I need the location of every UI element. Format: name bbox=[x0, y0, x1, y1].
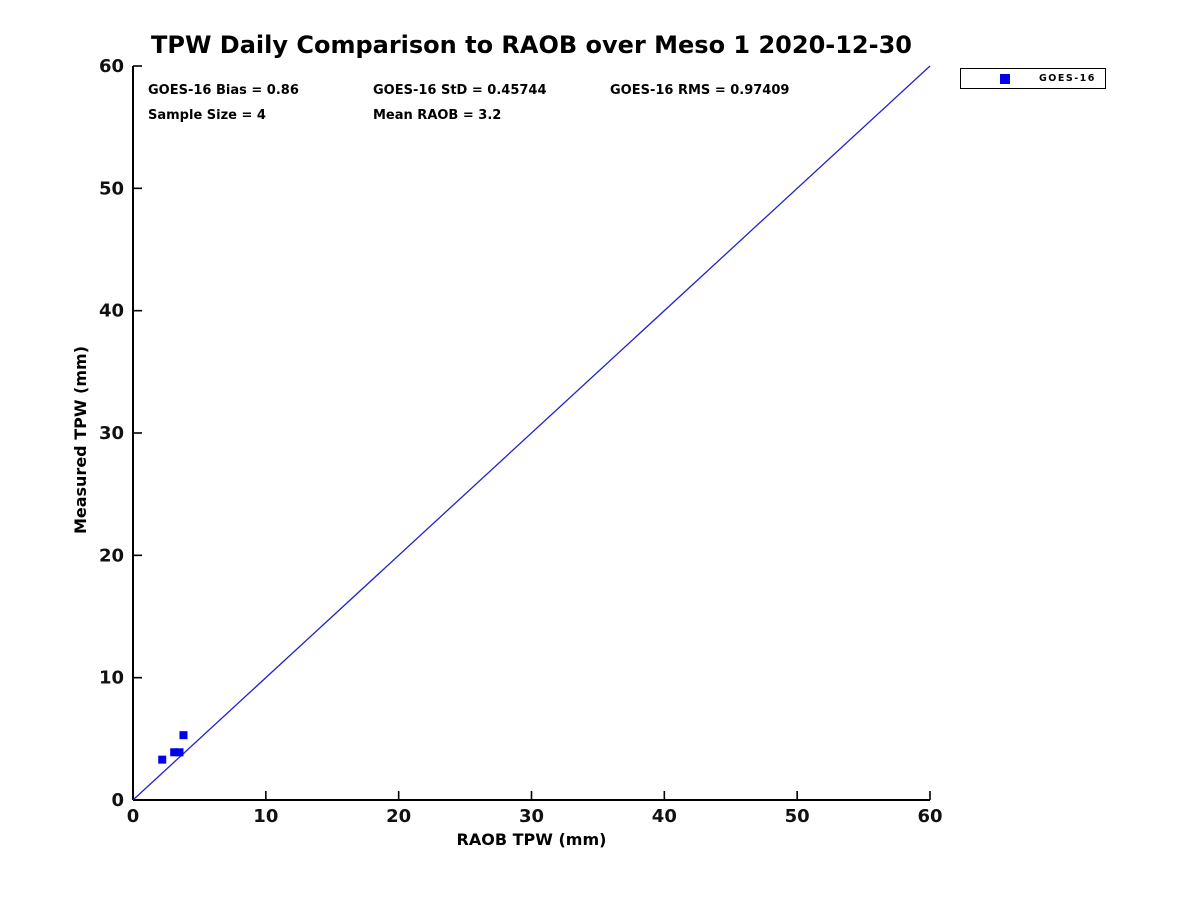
stat-rms: GOES-16 RMS = 0.97409 bbox=[610, 83, 790, 98]
x-axis-tick-label: 60 bbox=[917, 806, 942, 827]
data-point-marker bbox=[179, 731, 188, 740]
x-axis-label: RAOB TPW (mm) bbox=[456, 830, 607, 849]
legend-label: GOES-16 bbox=[1039, 73, 1096, 84]
legend-marker-square-icon bbox=[1000, 73, 1010, 84]
x-axis-tick-label: 50 bbox=[785, 806, 810, 827]
x-axis-tick-label: 20 bbox=[386, 806, 411, 827]
x-axis-tick-label: 10 bbox=[253, 806, 278, 827]
data-point-marker bbox=[170, 748, 179, 757]
x-axis-tick-label: 40 bbox=[652, 806, 677, 827]
y-axis-tick-label: 40 bbox=[99, 301, 124, 322]
legend: GOES-16 bbox=[960, 68, 1106, 89]
data-point-marker bbox=[175, 748, 184, 757]
y-axis-tick-label: 20 bbox=[99, 545, 124, 566]
y-axis-tick-label: 50 bbox=[99, 178, 124, 199]
stat-std: GOES-16 StD = 0.45744 bbox=[373, 83, 547, 98]
stat-sample-size: Sample Size = 4 bbox=[148, 108, 266, 123]
y-axis-tick-label: 30 bbox=[99, 423, 124, 444]
y-axis-label: Measured TPW (mm) bbox=[71, 345, 90, 535]
x-axis-tick-label: 0 bbox=[127, 806, 140, 827]
chart-title: TPW Daily Comparison to RAOB over Meso 1… bbox=[150, 31, 912, 59]
y-axis-tick-label: 60 bbox=[99, 56, 124, 77]
stat-bias: GOES-16 Bias = 0.86 bbox=[148, 83, 299, 98]
y-axis-tick-label: 10 bbox=[99, 668, 124, 689]
x-axis-tick-label: 30 bbox=[519, 806, 544, 827]
y-axis-tick-label: 0 bbox=[111, 790, 124, 811]
stat-mean-raob: Mean RAOB = 3.2 bbox=[373, 108, 502, 123]
data-point-marker bbox=[158, 755, 167, 764]
identity-line bbox=[132, 65, 931, 801]
